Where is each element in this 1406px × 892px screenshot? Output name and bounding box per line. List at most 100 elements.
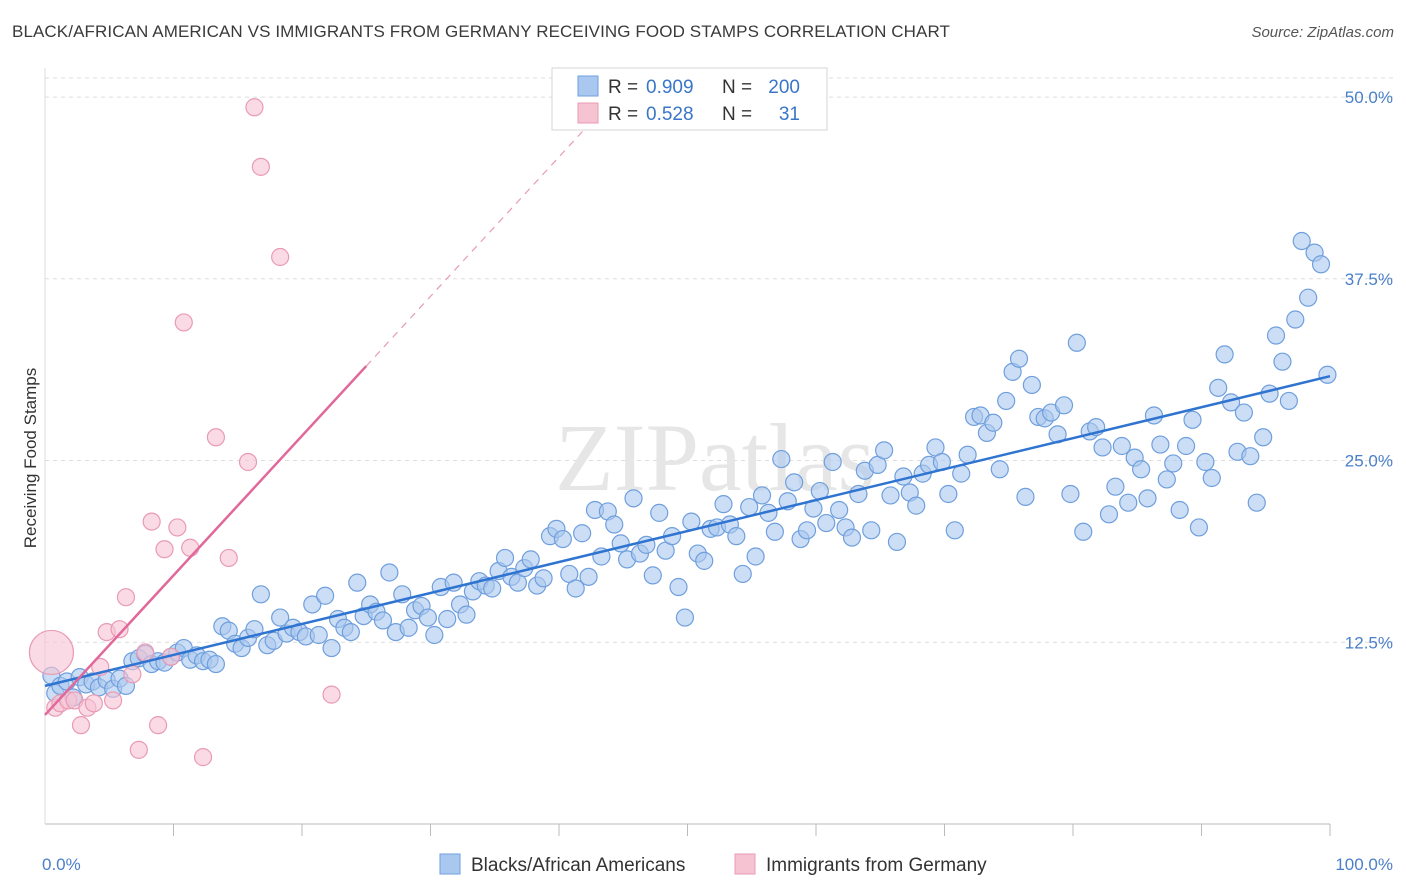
point-blacks [418,608,438,627]
point-blacks [1151,435,1170,454]
point-blacks [521,550,540,569]
legend-r-label-1: R = [608,77,638,98]
point-blacks [1279,391,1298,411]
point-blacks [765,522,784,541]
point-blacks [990,460,1009,479]
y-tick-label: 37.5% [1345,270,1393,289]
point-blacks [958,445,977,464]
point-blacks [752,486,772,505]
y-tick-label: 25.0% [1345,452,1393,471]
point-germany [206,428,226,447]
point-blacks [997,391,1016,411]
point-blacks [1138,489,1157,508]
point-germany [84,694,103,713]
point-blacks [733,564,752,584]
point-blacks [1189,518,1209,537]
point-germany [104,691,123,710]
series-legend: Blacks/African Americans Immigrants from… [439,853,987,876]
point-blacks [438,609,457,629]
point-blacks [1215,345,1234,364]
point-germany [116,588,136,607]
point-germany [71,716,91,735]
point-germany [219,548,238,568]
point-blacks [1266,326,1286,345]
point-germany [181,538,200,557]
point-blacks [1009,349,1029,368]
point-blacks [727,527,746,546]
point-blacks [1093,438,1112,457]
point-blacks [881,486,900,505]
point-blacks [1099,505,1119,524]
point-blacks [643,566,662,585]
point-germany [271,247,290,267]
point-blacks [1106,477,1125,496]
bottom-legend-swatch-blue [439,853,461,875]
point-blacks [817,513,836,533]
point-blacks [1318,365,1337,384]
point-blacks [1164,454,1183,473]
chart-title: BLACK/AFRICAN AMERICAN VS IMMIGRANTS FRO… [12,22,951,41]
point-blacks [316,586,335,605]
legend-swatch-pink [577,102,599,124]
point-blacks [650,503,669,522]
point-blacks [1202,468,1221,488]
legend-n-label-2: N = [722,104,752,125]
point-blacks [534,569,553,588]
point-blacks [303,595,322,614]
trend-lines [44,128,1331,716]
point-blacks [566,579,585,598]
point-blacks [862,521,881,540]
point-germany [123,665,142,684]
bottom-legend-label-blacks: Blacks/African Americans [471,855,685,876]
point-blacks [1074,522,1093,541]
point-blacks [341,622,360,642]
bottom-legend-swatch-pink [734,853,756,875]
point-blacks [309,625,328,645]
point-blacks [399,618,418,637]
point-blacks [1234,403,1254,422]
point-blacks [457,605,476,624]
point-blacks [1311,255,1331,274]
point-blacks [1292,231,1311,251]
point-germany [148,716,168,735]
point-blacks [842,528,862,547]
point-blacks [1247,493,1266,512]
x-tick-label-min: 0.0% [42,855,81,874]
point-blacks [1196,452,1215,472]
point-blacks [1022,375,1041,395]
legend-r-value-1: 0.909 [646,77,694,98]
point-blacks [887,532,907,552]
point-blacks [624,489,643,508]
point-blacks [1241,447,1260,466]
point-blacks [1119,493,1138,512]
point-blacks [380,563,399,582]
y-tick-label: 50.0% [1345,88,1393,107]
point-blacks [579,567,598,586]
legend-r-value-2: 0.528 [646,104,694,125]
point-blacks [348,573,367,592]
correlation-legend: R = 0.909 N = 200 R = 0.528 N = 31 [551,67,828,131]
point-blacks [1170,500,1189,520]
point-blacks [939,484,958,504]
legend-n-label-1: N = [722,77,752,98]
point-blacks [483,579,502,598]
y-tick-labels: 12.5% 25.0% 37.5% 50.0% [1345,88,1393,652]
point-blacks [271,608,290,627]
source-label: Source: ZipAtlas.com [1251,24,1394,41]
point-germany [174,313,193,332]
point-blacks [1286,310,1305,329]
point-germany [136,643,155,662]
point-blacks [1176,436,1196,456]
point-blacks [1157,470,1176,489]
trend-line-blacks [44,375,1331,688]
point-germany [238,452,258,472]
y-tick-label: 12.5% [1345,633,1393,652]
point-blacks [251,585,270,604]
point-blacks [605,515,624,534]
series-blacks-points [42,231,1337,707]
point-blacks [373,611,393,630]
point-germany [155,540,174,559]
point-germany [245,98,264,117]
point-blacks [1254,428,1273,447]
